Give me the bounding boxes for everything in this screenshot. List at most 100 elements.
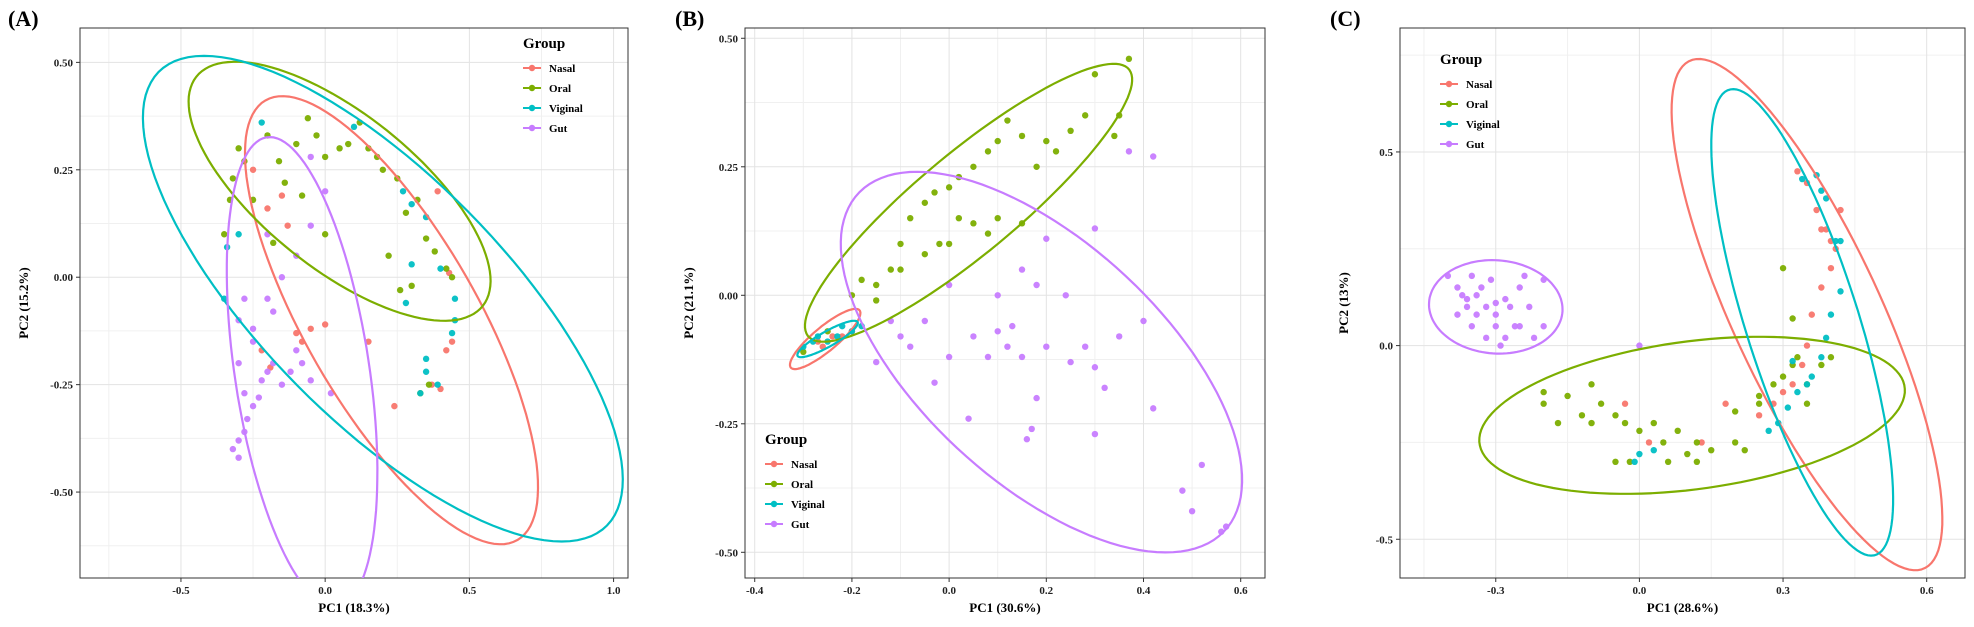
point-gut [1125,148,1133,155]
point-nasal [1722,400,1729,407]
point-gut [1468,272,1476,280]
point-nasal [1698,439,1705,446]
point-viginal [434,381,441,388]
point-gut [1023,436,1031,443]
point-gut [235,437,242,444]
point-oral [379,166,387,173]
point-gut [1526,303,1533,311]
point-oral [281,179,288,186]
ellipse-nasal [1670,57,1944,572]
legend-label-viginal: Viginal [1466,119,1500,131]
point-gut [1468,323,1476,330]
point-oral [984,148,992,155]
plot-background [745,28,1265,578]
point-viginal [1631,458,1638,466]
point-viginal [1803,381,1811,388]
point-gut [1198,461,1206,469]
legend-title: Group [523,36,565,52]
series-gut [229,153,335,461]
ellipse-gut [1427,258,1564,355]
point-oral [270,239,277,247]
point-oral [1684,450,1691,458]
point-gut [1463,295,1471,303]
point-nasal [1645,439,1653,446]
point-oral [1052,148,1060,155]
point-gut [229,445,237,453]
point-viginal [1650,446,1657,454]
point-oral [1693,439,1701,446]
point-gut [921,317,929,325]
point-viginal [1818,187,1825,194]
point-gut [970,333,977,340]
point-oral [1033,163,1040,170]
point-viginal [1822,195,1830,202]
x-tick-label: -0.2 [843,585,861,597]
point-oral [1578,412,1586,419]
point-nasal [1794,168,1801,175]
point-nasal [264,205,271,212]
point-gut [1473,311,1480,318]
point-gut [307,222,314,229]
point-oral [1111,132,1118,140]
point-oral [402,209,410,216]
point-nasal [434,188,441,195]
point-oral [313,132,320,139]
point-gut [235,359,242,367]
point-viginal [422,355,430,363]
legend-label-gut: Gut [791,519,810,531]
point-gut [994,328,1001,335]
point-oral [897,266,904,273]
legend-key-dot-gut [1445,140,1453,148]
legend-title: Group [1440,52,1482,68]
point-gut [1511,323,1519,330]
point-nasal [443,347,450,354]
legend-title: Group [765,432,807,448]
x-tick-label: 0.0 [1633,585,1647,597]
point-gut [1454,311,1461,318]
point-gut [298,359,306,367]
point-gut [1636,342,1643,349]
point-nasal [1808,311,1815,318]
point-oral [1731,439,1739,446]
legend-label-nasal: Nasal [549,63,575,75]
point-gut [278,381,286,388]
point-oral [907,214,914,222]
point-gut [1081,343,1089,350]
legend-label-nasal: Nasal [791,459,817,471]
panel-tag-a: (A) [8,6,39,31]
y-tick-label: -0.25 [50,380,73,392]
x-tick-label: -0.3 [1487,585,1505,597]
y-tick-label: -0.50 [50,487,73,499]
point-oral [984,230,992,237]
y-axis-label: PC2 (13%) [1336,272,1351,334]
point-oral [1779,373,1787,380]
y-tick-label: 0.50 [719,33,739,45]
point-oral [321,231,329,238]
point-gut [1463,303,1471,311]
point-gut [1492,311,1499,318]
point-oral [1636,427,1643,435]
point-gut [1033,394,1040,402]
y-tick-label: -0.25 [715,419,738,431]
point-nasal [365,338,372,345]
point-gut [1516,323,1523,330]
x-tick-label: 1.0 [607,585,621,597]
y-tick-label: 0.00 [719,290,739,302]
point-gut [1502,334,1509,342]
series-oral [800,55,1133,356]
x-tick-label: 0.4 [1137,585,1151,597]
point-gut [1188,507,1196,515]
data-layer [1427,57,1944,572]
point-gut [965,415,972,422]
point-oral [994,214,1001,222]
point-nasal [829,333,836,340]
x-axis-label: PC1 (18.3%) [318,600,390,615]
ellipse-oral [803,62,1134,343]
point-gut [1028,425,1035,433]
x-tick-label: 0.0 [942,585,956,597]
point-gut [1033,281,1040,289]
legend: Group Nasal Oral Viginal Gut [523,36,583,135]
point-gut [241,295,248,302]
point-gut [270,308,277,315]
point-oral [945,184,953,191]
